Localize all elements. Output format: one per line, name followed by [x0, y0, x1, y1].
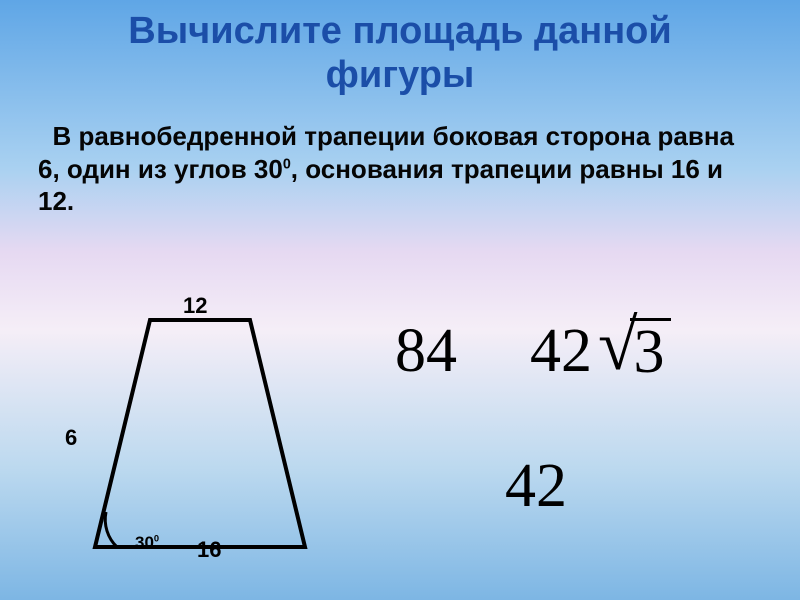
answer-b-radicand: 3: [630, 318, 671, 383]
trapezoid-figure: 12 6 300 16: [55, 315, 345, 575]
trapezoid-svg: [55, 315, 345, 575]
label-top-base: 12: [183, 293, 207, 319]
angle-value: 30: [135, 533, 154, 552]
slide: Вычислите площадь данной фигуры В равноб…: [0, 0, 800, 600]
title-line-2: фигуры: [326, 54, 475, 96]
angle-arc: [105, 512, 117, 547]
slide-title: Вычислите площадь данной фигуры: [0, 10, 800, 97]
answer-option-42-sqrt3[interactable]: 42 √ 3: [530, 320, 671, 385]
trapezoid-shape: [95, 320, 305, 547]
title-line-1: Вычислите площадь данной: [128, 10, 672, 52]
answer-b-coef: 42: [530, 320, 598, 382]
problem-text: В равнобедренной трапеции боковая сторон…: [38, 120, 740, 218]
label-side: 6: [65, 425, 77, 451]
label-angle: 300: [135, 533, 159, 553]
answer-option-84[interactable]: 84: [395, 320, 457, 382]
label-bottom-base: 16: [197, 537, 221, 563]
answer-option-42[interactable]: 42: [505, 455, 567, 517]
angle-degree-mark: 0: [154, 533, 159, 543]
